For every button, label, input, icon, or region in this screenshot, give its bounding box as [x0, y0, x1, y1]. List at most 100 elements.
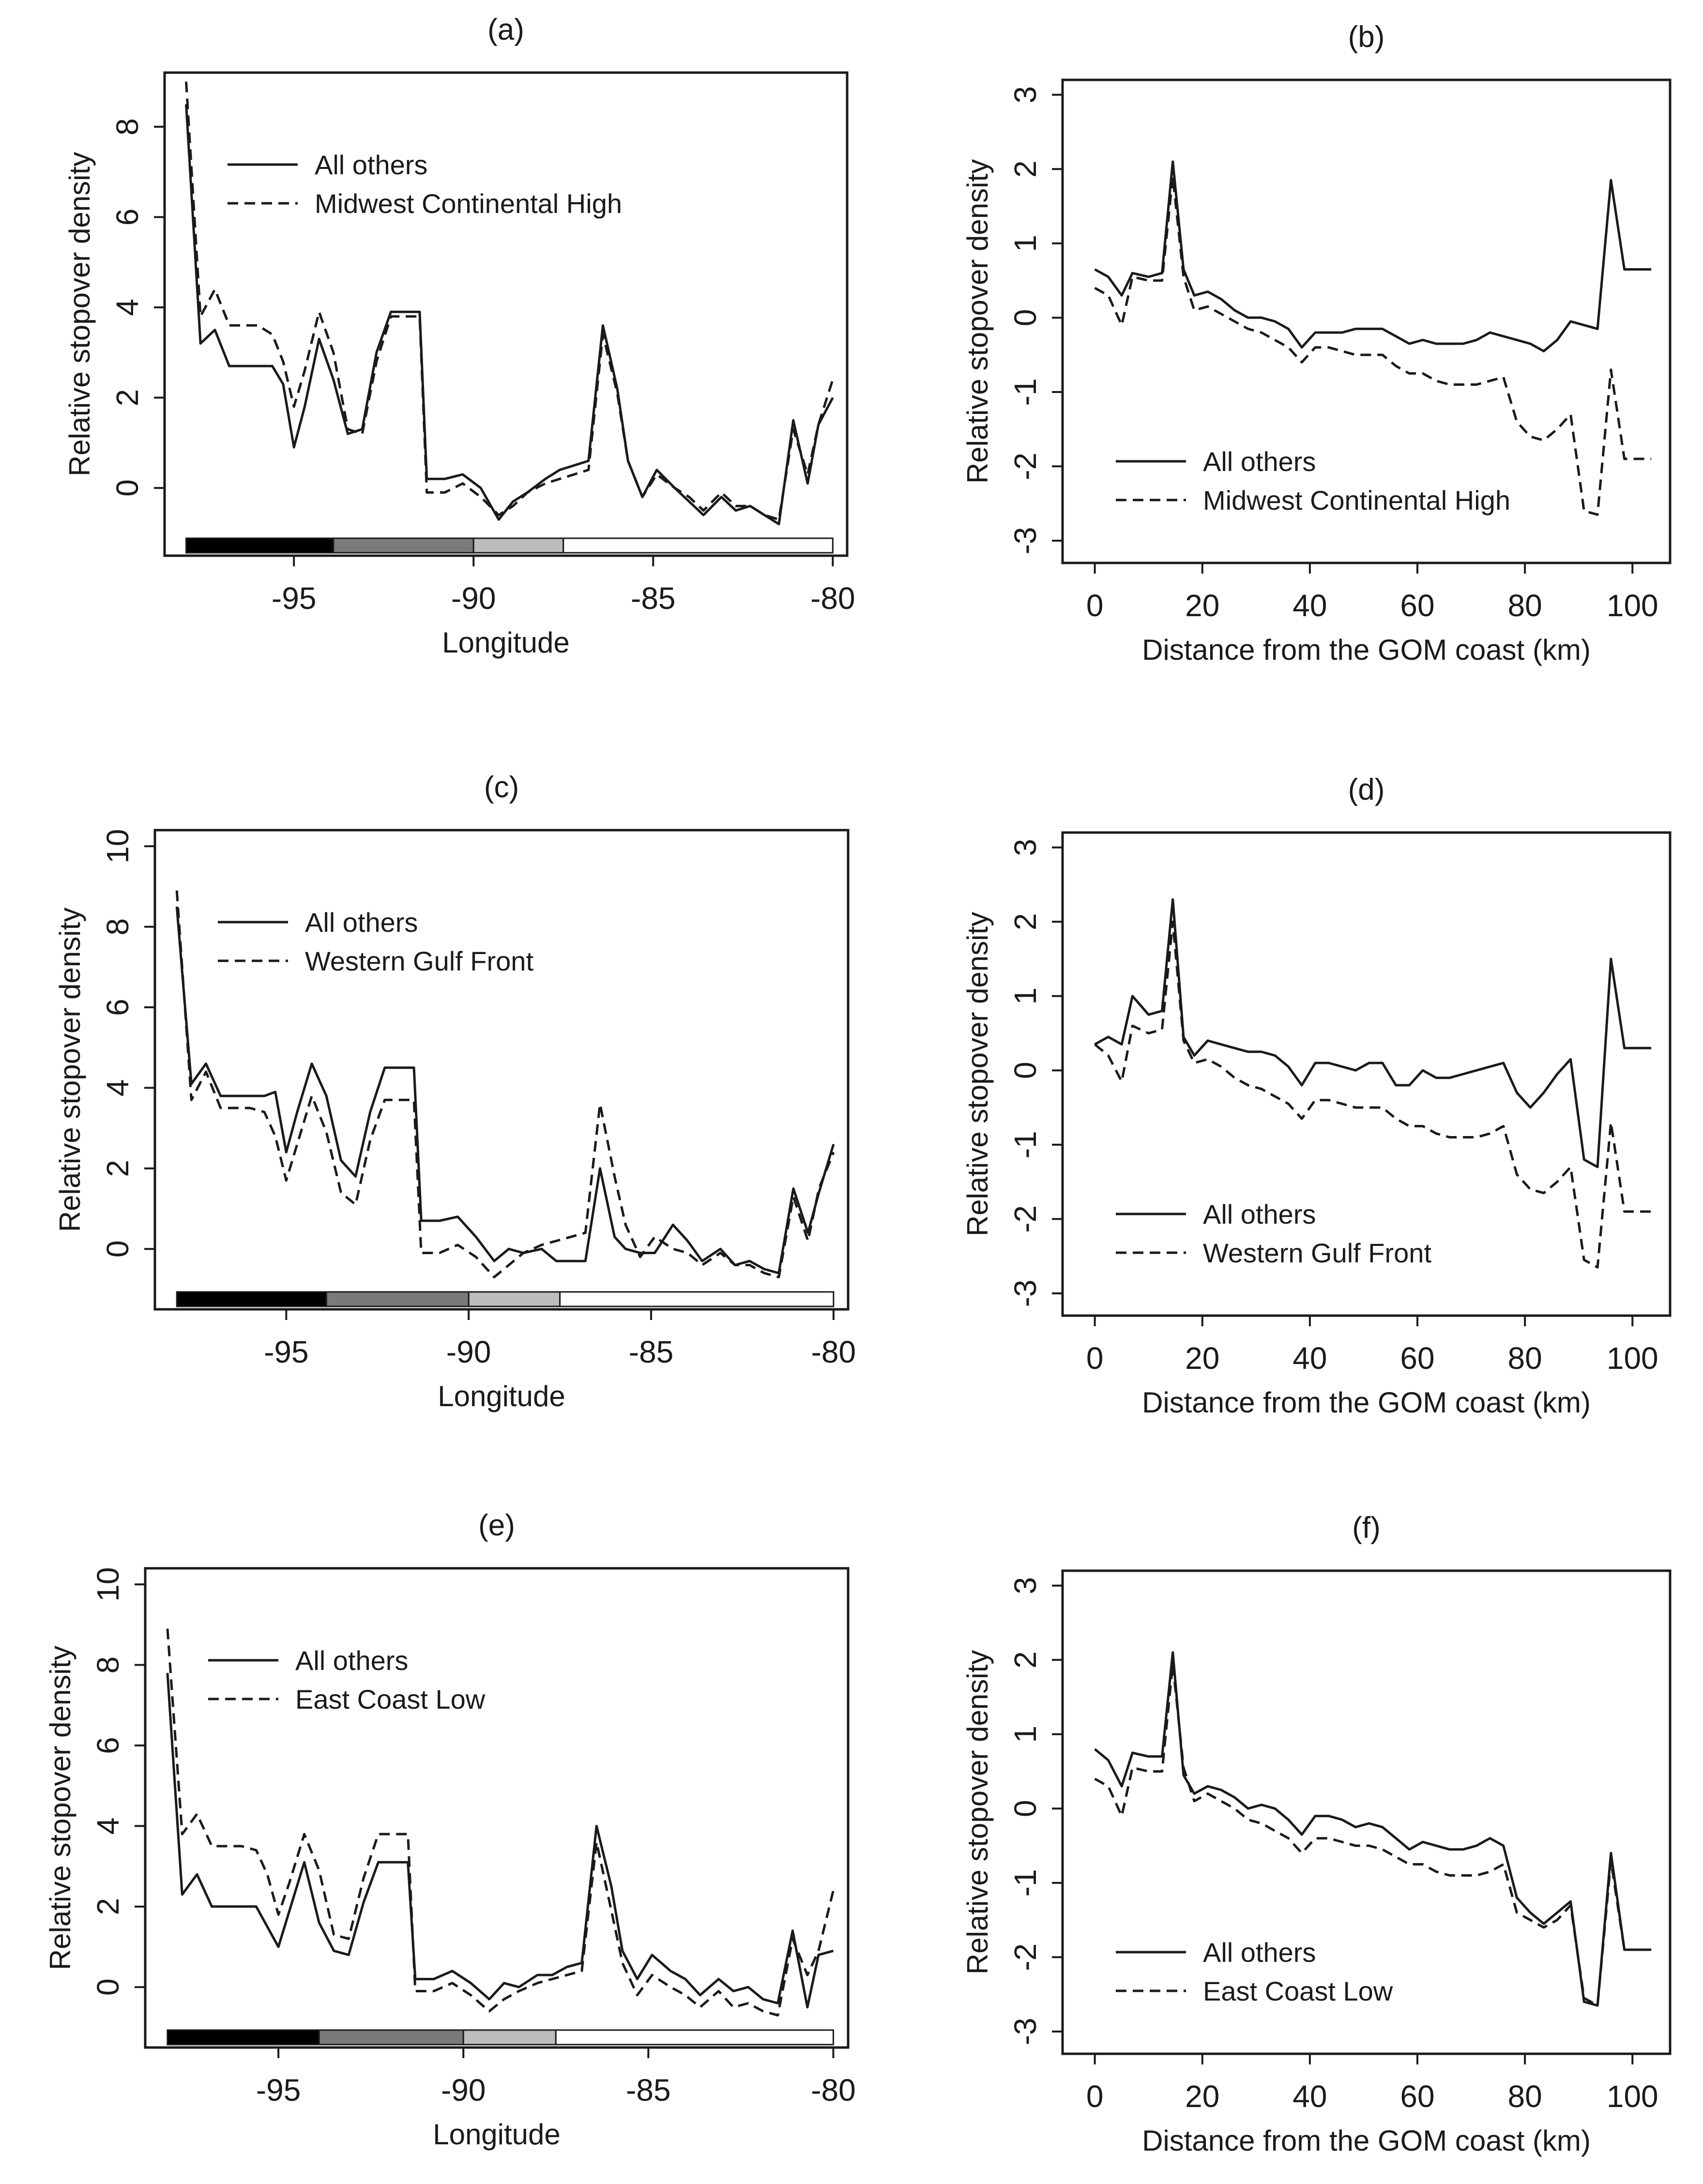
region-color-bar	[167, 2029, 834, 2046]
y-tick-label: 2	[110, 389, 145, 407]
y-axis-label: Relative stopover density	[961, 159, 994, 484]
y-tick-label: 6	[100, 999, 135, 1016]
legend: All others Western Gulf Front	[218, 907, 533, 976]
y-tick-label: 1	[1008, 235, 1043, 252]
panel-d: (d) 0 20 40 60 80 100 -3 -2 -1 0 1 2 3 Distance from t…	[961, 773, 1672, 1419]
y-tick-label: 3	[1008, 1577, 1043, 1594]
panel-title: (d)	[1348, 773, 1385, 806]
series-line-all-others	[1094, 898, 1652, 1168]
panel-title: (c)	[484, 771, 519, 804]
x-tick-label: 80	[1508, 588, 1542, 623]
legend: All others East Coast Low	[1116, 1937, 1393, 2006]
x-tick-label: 40	[1292, 2079, 1327, 2114]
y-tick-label: -2	[1008, 1205, 1043, 1233]
legend-label: East Coast Low	[1203, 1976, 1393, 2006]
series-line-all-others	[175, 906, 835, 1274]
y-tick-label: 4	[91, 1818, 125, 1835]
x-tick-label: 20	[1185, 588, 1219, 623]
x-tick-label: -90	[441, 2073, 486, 2108]
panel-b: (b) 0 20 40 60 80 100 -3 -2 -1 0 1 2 3 Distance from t…	[961, 20, 1672, 666]
y-tick-label: -1	[1008, 1869, 1043, 1896]
x-tick-label: 0	[1086, 1341, 1104, 1376]
x-tick-label: -90	[446, 1335, 491, 1369]
series-line-comparison	[166, 1628, 835, 2017]
y-tick-label: 2	[1008, 1651, 1043, 1668]
x-tick-label: 0	[1086, 588, 1104, 623]
x-tick-label: -95	[256, 2073, 301, 2108]
y-tick-label: 4	[110, 299, 145, 316]
panel-a: (a) -95 -90 -85 -80 0 2 4 6 8 Longitude Relative st…	[63, 13, 855, 659]
y-axis-label: Relative stopover density	[63, 152, 96, 476]
y-tick-label: 1	[1008, 1726, 1043, 1743]
legend-label: All others	[1203, 1199, 1316, 1229]
x-tick-label: -80	[810, 581, 855, 616]
color-bar-segment	[185, 537, 335, 554]
plot-frame	[1061, 78, 1672, 564]
panel-c: (c) -95 -90 -85 -80 0 2 4 6 8 10 Longitude Relative …	[54, 771, 856, 1412]
color-bar-segment	[325, 1291, 470, 1307]
region-color-bar	[185, 537, 834, 554]
y-tick-label: -2	[1008, 1943, 1043, 1971]
plot-frame	[153, 829, 850, 1311]
series-line-comparison	[185, 81, 834, 521]
legend-label: All others	[315, 150, 427, 180]
legend: All others Midwest Continental High	[228, 150, 622, 219]
color-bar-segment	[472, 537, 564, 554]
color-bar-segment	[559, 1291, 835, 1307]
series-line-all-others	[185, 104, 834, 526]
y-tick-label: -3	[1008, 527, 1043, 554]
x-tick-label: 60	[1400, 2079, 1434, 2114]
y-tick-label: 0	[1008, 309, 1043, 327]
plot-frame	[163, 71, 849, 557]
y-tick-label: 0	[1008, 1800, 1043, 1818]
plot-frame	[144, 1567, 850, 2049]
x-tick-label: 40	[1292, 1341, 1327, 1376]
x-tick-label: -95	[272, 581, 317, 616]
series-line-all-others	[166, 1673, 834, 2009]
y-tick-label: 6	[110, 209, 145, 226]
y-tick-label: 4	[100, 1079, 135, 1097]
y-tick-label: 10	[100, 829, 135, 864]
y-tick-label: 8	[110, 118, 145, 136]
color-bar-segment	[563, 537, 834, 554]
x-tick-label: 60	[1400, 588, 1434, 623]
color-bar-segment	[462, 2029, 557, 2046]
legend: All others Western Gulf Front	[1116, 1199, 1431, 1268]
legend: All others Midwest Continental High	[1116, 446, 1510, 516]
y-tick-label: -1	[1008, 378, 1043, 406]
color-bar-segment	[555, 2029, 834, 2046]
x-tick-label: -90	[451, 581, 496, 616]
x-axis-label: Longitude	[433, 2118, 561, 2151]
x-tick-label: -95	[264, 1335, 309, 1369]
x-tick-label: -85	[631, 581, 676, 616]
legend-label: All others	[295, 1645, 408, 1676]
color-bar-segment	[167, 2029, 320, 2046]
x-tick-label: 80	[1508, 2079, 1542, 2114]
y-tick-label: 2	[100, 1160, 135, 1177]
y-tick-label: 0	[91, 1978, 125, 1996]
color-bar-segment	[333, 537, 474, 554]
series-line-comparison	[1094, 175, 1652, 516]
legend-label: All others	[1203, 1937, 1316, 1968]
series-line-comparison	[1094, 1662, 1652, 2007]
x-axis-label: Distance from the GOM coast (km)	[1142, 2124, 1591, 2157]
x-axis-label: Longitude	[438, 1380, 565, 1412]
x-tick-label: -80	[811, 1335, 856, 1369]
y-tick-label: 2	[1008, 913, 1043, 930]
y-tick-label: -2	[1008, 453, 1043, 480]
legend-label: Midwest Continental High	[1203, 485, 1510, 516]
x-tick-label: 100	[1607, 1341, 1658, 1376]
x-tick-label: -80	[811, 2073, 856, 2108]
series-line-all-others	[1094, 1651, 1652, 2007]
x-tick-label: -85	[629, 1335, 674, 1369]
legend-label: Western Gulf Front	[1203, 1238, 1431, 1268]
legend-label: Midwest Continental High	[315, 188, 622, 219]
y-axis-label: Relative stopover density	[44, 1646, 76, 1970]
panel-f: (f) 0 20 40 60 80 100 -3 -2 -1 0 1 2 3 Distance from t…	[961, 1511, 1672, 2157]
x-tick-label: 40	[1292, 588, 1327, 623]
plot-frame	[1061, 1569, 1672, 2055]
plot-frame	[1061, 831, 1672, 1317]
y-tick-label: 0	[100, 1240, 135, 1258]
y-tick-label: 2	[1008, 160, 1043, 178]
